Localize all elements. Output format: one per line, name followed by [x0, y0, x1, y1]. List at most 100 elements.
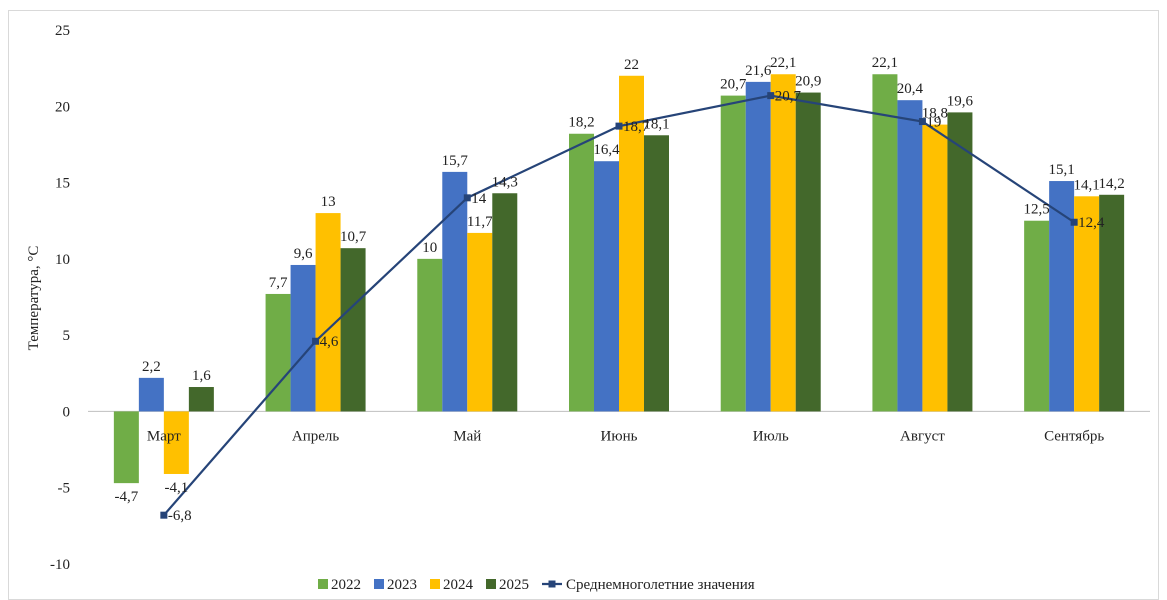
bar-2022: [1024, 220, 1050, 412]
data-label-2022: 7,7: [269, 275, 288, 291]
data-label-2024: 11,7: [467, 214, 493, 230]
line-marker: [1070, 218, 1078, 226]
data-label-2023: 16,4: [593, 142, 620, 158]
bar-2025: [188, 387, 214, 412]
data-label-2025: 20,9: [795, 74, 821, 90]
bar-2024: [163, 411, 189, 474]
bar-2022: [720, 95, 746, 412]
legend-label: 2023: [387, 577, 417, 593]
legend: 2022 2023 2024 2025 Среднемноголетние значен…: [318, 577, 755, 593]
data-label-2025: 10,7: [340, 229, 367, 245]
bar-2023: [1049, 181, 1075, 412]
legend-label: 2022: [331, 577, 361, 593]
data-label-2023: 21,6: [745, 63, 772, 79]
category-label: Август: [900, 428, 945, 444]
data-label-2025: 14,2: [1099, 176, 1125, 192]
data-label-average: 20,7: [775, 89, 802, 105]
line-marker: [918, 118, 926, 126]
legend-swatch-2022: [318, 579, 328, 589]
bar-2024: [922, 124, 948, 412]
data-label-average: 14: [471, 191, 487, 207]
legend-marker-average: [548, 580, 556, 588]
bar-2023: [745, 81, 771, 412]
bar-2023: [897, 100, 923, 412]
y-tick-label: -10: [50, 557, 70, 573]
y-tick-label: 20: [55, 99, 70, 115]
bar-2024: [467, 232, 493, 412]
data-label-2022: 20,7: [720, 77, 747, 93]
data-label-2025: 19,6: [947, 93, 974, 109]
y-tick-label: 5: [63, 328, 71, 344]
legend-swatch-2024: [430, 579, 440, 589]
bar-2024: [1074, 196, 1100, 412]
data-label-2023: 2,2: [142, 359, 161, 375]
data-label-2024: 22: [624, 57, 639, 73]
bar-2023: [594, 161, 619, 412]
data-label-average: 12,4: [1078, 215, 1105, 231]
data-label-average: 18,7: [623, 119, 650, 135]
data-label-2025: 18,1: [643, 116, 669, 132]
data-label-2025: 1,6: [192, 368, 211, 384]
bar-2025: [795, 92, 821, 412]
data-label-2024: -4,1: [164, 480, 188, 496]
legend-swatch-2025: [486, 579, 496, 589]
category-label: Апрель: [292, 428, 340, 444]
bar-2023: [290, 264, 316, 412]
legend-label: Среднемноголетние значения: [566, 577, 755, 593]
bars: [113, 74, 1125, 484]
data-label-2023: 20,4: [897, 81, 924, 97]
data-label-2022: 18,2: [568, 115, 594, 131]
line-marker: [463, 194, 471, 202]
legend-label: 2024: [443, 577, 474, 593]
y-axis: -10 -5 0 5 10 15 20 25: [50, 23, 70, 573]
data-label-average: 19: [926, 115, 941, 131]
category-label: Май: [453, 428, 481, 444]
line-marker: [312, 337, 320, 345]
data-label-2022: 12,5: [1024, 202, 1050, 218]
bar-2022: [113, 411, 139, 484]
y-tick-label: 25: [55, 23, 70, 39]
data-label-2023: 9,6: [294, 246, 313, 262]
bar-2025: [947, 112, 973, 412]
data-label-2024: 18,8: [922, 106, 948, 122]
bar-2023: [442, 171, 468, 412]
y-tick-label: 10: [55, 252, 70, 268]
category-label: Сентябрь: [1044, 428, 1104, 444]
y-tick-label: -5: [58, 481, 71, 497]
bar-2022: [569, 133, 594, 412]
bar-2022: [417, 258, 443, 412]
bar-2025: [1099, 194, 1125, 412]
data-label-2024: 13: [321, 194, 336, 210]
data-label-2022: -4,7: [114, 489, 138, 505]
data-label-2025: 14,3: [492, 174, 518, 190]
category-label: Июнь: [601, 428, 638, 444]
data-label-2023: 15,7: [442, 153, 469, 169]
bar-2025: [492, 193, 518, 412]
legend-label: 2025: [499, 577, 529, 593]
bar-2025: [340, 248, 366, 412]
data-label-2023: 15,1: [1049, 162, 1075, 178]
category-label: Июль: [753, 428, 789, 444]
data-label-average: 4,6: [320, 334, 339, 350]
category-labels: Март Апрель Май Июнь Июль Август Сентябрь: [147, 428, 1104, 444]
line-marker: [160, 511, 168, 519]
y-tick-label: 0: [63, 404, 71, 420]
y-axis-label: Температура, °C: [26, 246, 42, 351]
data-label-2022: 10: [422, 240, 437, 256]
data-label-average: -6,8: [168, 508, 192, 524]
bar-2022: [872, 74, 898, 412]
line-marker: [615, 122, 623, 130]
bar-2024: [619, 75, 644, 412]
data-label-2022: 22,1: [872, 55, 898, 71]
y-tick-label: 15: [55, 176, 70, 192]
bar-2025: [644, 135, 669, 412]
data-label-2024: 22,1: [770, 55, 796, 71]
average-line-series: [160, 92, 1078, 519]
bar-2024: [770, 74, 796, 412]
category-label: Март: [147, 428, 181, 444]
bar-2023: [138, 377, 164, 412]
legend-swatch-2023: [374, 579, 384, 589]
bar-2022: [265, 293, 291, 412]
line-marker: [767, 92, 775, 100]
